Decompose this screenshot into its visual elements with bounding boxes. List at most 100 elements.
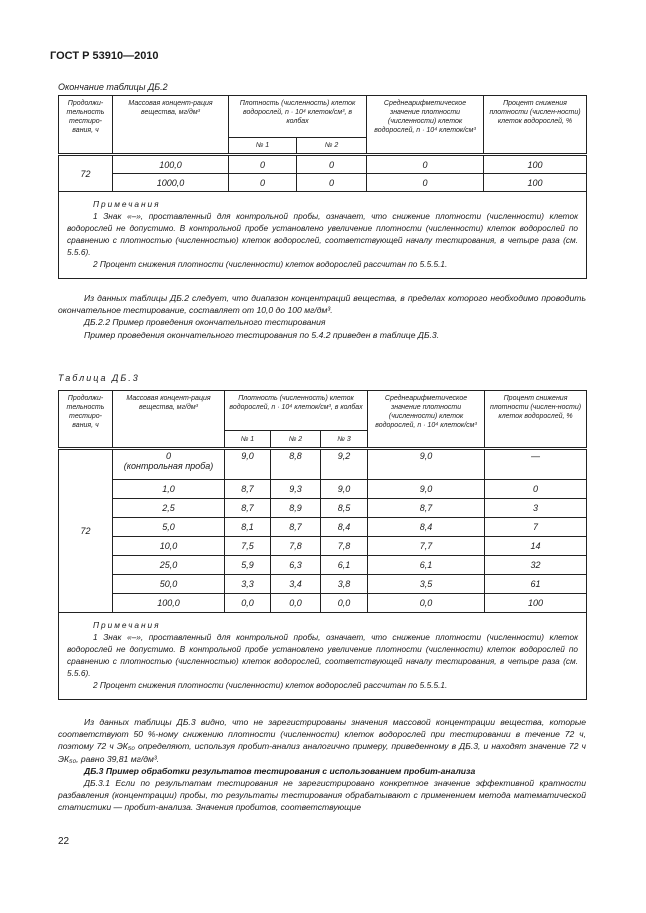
flask2-cell: 9,3 [270, 479, 321, 499]
conc-cell: 2,5 [112, 498, 225, 518]
flask1-cell: 0,0 [224, 593, 271, 613]
percent-cell: 14 [484, 536, 588, 556]
mean-cell: 0,0 [367, 593, 486, 613]
notes-title: Примечания [93, 620, 161, 630]
percent-cell: 100 [484, 593, 588, 613]
duration-cell: 72 [58, 153, 113, 192]
table2-notes: Примечания 1 Знак «–», проставленный для… [57, 191, 588, 279]
flask1-cell: 8,7 [224, 498, 271, 518]
duration-cell: 72 [58, 447, 113, 613]
percent-cell: 0 [484, 479, 588, 499]
flask1-cell: 9,0 [224, 447, 271, 480]
flask1-cell: 5,9 [224, 555, 271, 575]
header-concentration: Массовая концент-рация вещества, мг/дм³ [112, 390, 225, 449]
conc-cell: 10,0 [112, 536, 225, 556]
mean-cell: 0 [366, 173, 485, 192]
header-duration: Продолжи-тельность тестиро-вания, ч [58, 390, 113, 449]
mean-cell: 7,7 [367, 536, 486, 556]
mean-cell: 8,7 [367, 498, 486, 518]
table-row: 25,0 5,9 6,3 6,1 6,1 32 [59, 555, 588, 575]
percent-cell: 32 [484, 555, 588, 575]
flask3-cell: 9,2 [319, 447, 369, 480]
flask2-cell: 0 [295, 153, 368, 174]
flask2-cell: 8,7 [270, 517, 321, 537]
table-row: 72 0 (контрольная проба) 9,0 8,8 9,2 9,0 … [58, 447, 588, 613]
flask1-cell: 0 [228, 173, 297, 192]
flask3-cell: 6,1 [319, 555, 369, 575]
header-density: Плотность (численность) клеток водоросле… [227, 95, 368, 138]
page-number: 22 [58, 836, 70, 847]
text-block-2: Из данных таблицы ДБ.3 видно, что не зар… [58, 716, 586, 814]
flask2-cell: 0 [295, 173, 368, 192]
header-mean: Среднеарифметическое значение плотности … [367, 390, 486, 449]
text-block-1: Из данных таблицы ДБ.2 следует, что диап… [58, 292, 586, 341]
percent-cell: 3 [484, 498, 588, 518]
header-density: Плотность (численность) клеток водоросле… [223, 390, 369, 431]
mean-cell: 6,1 [367, 555, 486, 575]
table3-notes: Примечания 1 Знак «–», проставленный для … [57, 612, 588, 700]
mean-cell: 8,4 [367, 517, 486, 537]
percent-cell: 61 [484, 574, 588, 594]
conc-cell: 50,0 [112, 574, 225, 594]
flask2-cell: 7,8 [270, 536, 321, 556]
header-flask-2: № 2 [270, 430, 321, 449]
note-2: 2 Процент снижения плотности (численност… [93, 680, 448, 690]
percent-cell: — [484, 447, 588, 480]
flask3-cell: 3,8 [319, 574, 369, 594]
section-heading: ДБ.3 Пример обработки результатов тестир… [84, 765, 476, 776]
conc-cell: 25,0 [112, 555, 225, 575]
header-percent: Процент снижения плотности (числен-ности… [483, 95, 588, 155]
header-flask-2: № 2 [295, 137, 368, 155]
table3-caption: Таблица ДБ.3 [58, 373, 140, 383]
flask3-cell: 7,8 [319, 536, 369, 556]
document-code: ГОСТ Р 53910—2010 [50, 50, 159, 62]
table-row: 2,5 8,7 8,9 8,5 8,7 3 [59, 498, 588, 518]
flask2-cell: 8,9 [270, 498, 321, 518]
mean-cell: 0 [366, 153, 485, 174]
conc-cell: 5,0 [112, 517, 225, 537]
header-concentration: Массовая концент-рация вещества, мг/дм³ [112, 95, 229, 155]
header-flask-3: № 3 [319, 430, 369, 449]
note-2: 2 Процент снижения плотности (численност… [93, 259, 448, 269]
flask3-cell: 9,0 [319, 479, 369, 499]
conc-cell: 1000,0 [112, 173, 229, 192]
percent-cell: 100 [483, 173, 588, 192]
header-flask-1: № 1 [224, 430, 271, 449]
table-row: 1000,0 0 0 0 100 [59, 173, 588, 192]
note-1: 1 Знак «–», проставленный для контрольно… [67, 211, 579, 257]
table-row: 10,0 7,5 7,8 7,8 7,7 14 [59, 536, 588, 556]
flask3-cell: 8,4 [319, 517, 369, 537]
flask1-cell: 8,1 [224, 517, 271, 537]
header-duration: Продолжи-тельность тестиро-вания, ч [58, 95, 113, 155]
flask1-cell: 3,3 [224, 574, 271, 594]
table-db3: Продолжи-тельность тестиро-вания, ч Масс… [57, 390, 588, 700]
header-mean: Среднеарифметическое значение плотности … [366, 95, 485, 155]
table-row: 72 100,0 0 0 0 100 [58, 153, 588, 192]
flask2-cell: 6,3 [270, 555, 321, 575]
mean-cell: 9,0 [367, 479, 486, 499]
flask2-cell: 8,8 [270, 447, 321, 480]
mean-cell: 9,0 [367, 447, 486, 480]
conc-cell: 100,0 [112, 593, 225, 613]
percent-cell: 100 [483, 153, 588, 174]
table-row: 5,0 8,1 8,7 8,4 8,4 7 [59, 517, 588, 537]
paragraph: Из данных таблицы ДБ.3 видно, что не зар… [58, 717, 586, 764]
table2-caption: Окончание таблицы ДБ.2 [58, 82, 168, 92]
header-percent: Процент снижения плотности (числен-ности… [484, 390, 588, 449]
flask3-cell: 8,5 [319, 498, 369, 518]
percent-cell: 7 [484, 517, 588, 537]
flask1-cell: 7,5 [224, 536, 271, 556]
mean-cell: 3,5 [367, 574, 486, 594]
flask1-cell: 8,7 [224, 479, 271, 499]
paragraph: Из данных таблицы ДБ.2 следует, что диап… [58, 293, 586, 316]
paragraph: ДБ.3.1 Если по результатам тестирования … [58, 778, 586, 813]
flask1-cell: 0 [228, 153, 297, 174]
table-row: 100,0 0,0 0,0 0,0 0,0 100 [59, 593, 588, 613]
subsection-title: ДБ.2.2 Пример проведения окончательного … [84, 317, 326, 328]
flask2-cell: 3,4 [270, 574, 321, 594]
table-row: 50,0 3,3 3,4 3,8 3,5 61 [59, 574, 588, 594]
table-row: 1,0 8,7 9,3 9,0 9,0 0 [59, 479, 588, 499]
flask3-cell: 0,0 [319, 593, 369, 613]
header-flask-1: № 1 [228, 137, 297, 155]
table-db2: Продолжи-тельность тестиро-вания, ч Масс… [57, 95, 588, 279]
